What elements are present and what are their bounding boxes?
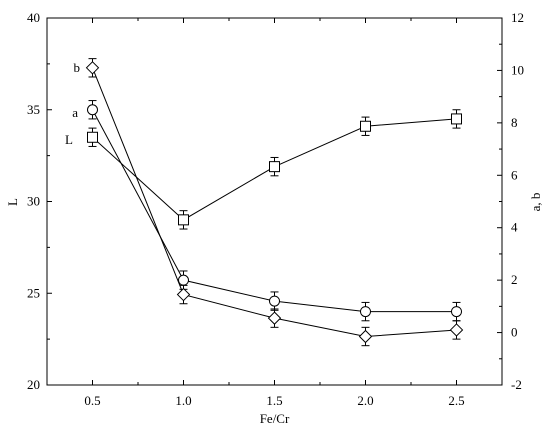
series-label-a: a [72,105,78,120]
x-axis-ticks: 0.5 1.0 1.5 2.0 2.5 [46,18,503,408]
y-right-axis-ticks: -2 0 2 4 6 8 10 12 [497,10,524,392]
y-left-tick-label: 40 [27,10,40,25]
y-left-tick-label: 30 [27,194,40,209]
x-tick-label: 2.0 [357,393,373,408]
series-l [87,109,462,230]
y-right-tick-label: 8 [511,115,518,130]
x-tick-label: 0.5 [84,393,100,408]
y-right-tick-label: 6 [511,167,518,182]
series-l-marker [360,120,371,132]
series-a [87,100,462,322]
series-a-marker [87,104,98,116]
series-b-marker [267,311,282,325]
series-a-line [92,109,457,313]
series-a-marker [178,274,189,286]
series-l-marker [87,131,98,143]
series-a-marker [451,306,462,318]
y-right-tick-label: -2 [511,377,522,392]
series-a-marker [269,295,280,307]
y-right-tick-label: 4 [511,220,518,235]
y-left-axis-ticks: 20 25 30 35 40 [27,10,52,392]
y-left-tick-label: 20 [27,377,40,392]
series-a-marker [360,306,371,318]
series-label-b: b [74,60,81,75]
series-b [85,58,464,347]
y-left-tick-label: 25 [27,285,40,300]
y-right-tick-label: 10 [511,62,524,77]
series-b-marker [358,329,373,344]
series-label-l: L [65,132,73,147]
y-left-tick-label: 35 [27,102,40,117]
y-right-tick-label: 0 [511,325,518,340]
plot-frame [46,17,503,386]
series-l-marker [178,214,189,226]
y-right-axis-label: a, b [528,193,543,212]
x-axis-label: Fe/Cr [260,411,290,426]
series-b-marker [85,61,100,75]
y-right-tick-label: 12 [511,10,524,25]
series-b-marker [176,287,191,302]
y-left-axis-label: L [5,198,20,206]
series-l-marker [269,161,280,173]
x-tick-label: 2.5 [448,393,464,408]
x-tick-label: 1.0 [175,393,191,408]
y-right-tick-label: 2 [511,272,518,287]
series-l-marker [451,113,462,125]
x-tick-label: 1.5 [266,393,282,408]
series-layer [85,58,464,347]
series-b-marker [449,323,464,337]
